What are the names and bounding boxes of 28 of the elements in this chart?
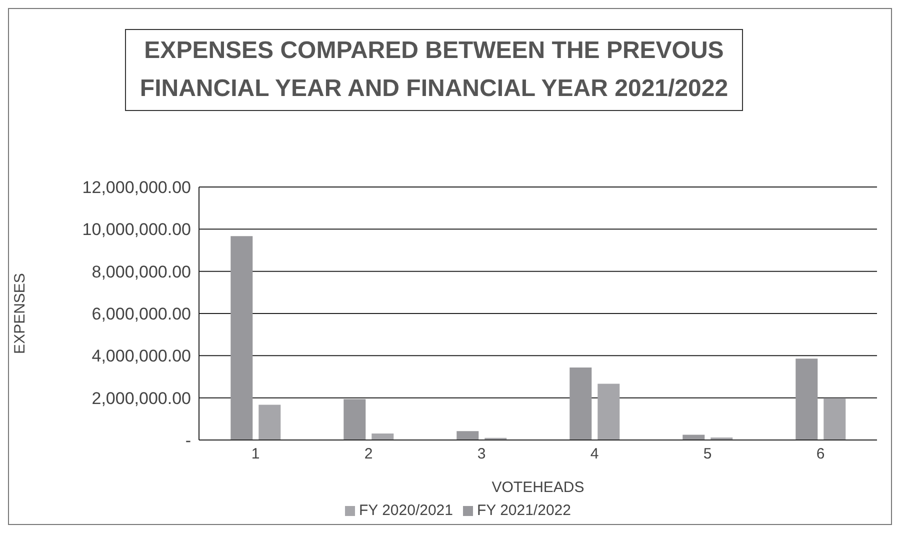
y-axis-title: EXPENSES — [11, 273, 28, 354]
bar — [824, 398, 846, 440]
x-tick-label: 1 — [251, 446, 260, 463]
x-tick-label: 3 — [477, 446, 486, 463]
x-axis-title: VOTEHEADS — [492, 479, 584, 496]
bar — [456, 431, 479, 440]
bar — [258, 404, 281, 440]
y-tick-label: 4,000,000.00 — [92, 346, 191, 366]
x-tick-label: 5 — [703, 446, 712, 463]
legend-label: FY 2020/2021 — [359, 502, 453, 519]
legend-label: FY 2021/2022 — [477, 502, 571, 519]
x-tick-label: 2 — [364, 446, 373, 463]
y-tick-label: 2,000,000.00 — [92, 388, 191, 408]
y-tick-label: 6,000,000.00 — [92, 304, 191, 324]
bar — [570, 367, 592, 440]
bar — [682, 434, 705, 440]
y-tick-label: - — [185, 431, 191, 450]
bar — [372, 433, 394, 440]
chart-title: EXPENSES COMPARED BETWEEN THE PREVOUS FINANCIAL YEAR AND FINANCIAL YEAR 2021/2022 — [125, 29, 743, 111]
bar — [796, 358, 818, 440]
bar — [344, 399, 366, 440]
y-tick-label: 10,000,000.00 — [82, 220, 191, 240]
bar — [230, 236, 253, 440]
y-tick-label: 8,000,000.00 — [92, 262, 191, 282]
x-tick-label: 4 — [590, 446, 599, 463]
x-tick-label: 6 — [816, 446, 825, 463]
bar — [598, 384, 620, 440]
y-tick-label: 12,000,000.00 — [82, 178, 191, 198]
